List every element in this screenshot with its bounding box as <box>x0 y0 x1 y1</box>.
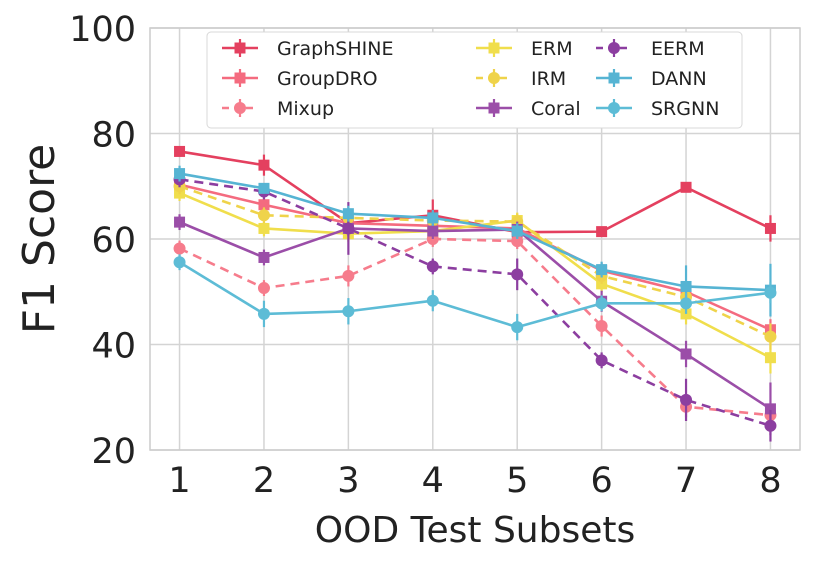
legend-swatch-marker <box>608 72 620 84</box>
y-tick-label: 80 <box>91 116 136 156</box>
x-tick-label: 1 <box>168 461 190 501</box>
series-line <box>179 191 772 359</box>
data-point <box>257 307 270 320</box>
legend-label: Coral <box>531 98 581 120</box>
data-point <box>173 256 186 269</box>
legend-label: ERM <box>531 38 573 60</box>
data-point <box>257 209 270 222</box>
data-point <box>258 251 270 263</box>
data-point <box>764 403 776 415</box>
data-point <box>342 208 354 220</box>
data-point <box>596 226 608 238</box>
data-point <box>427 212 439 224</box>
data-point <box>764 330 777 343</box>
data-point <box>257 282 270 295</box>
data-point <box>174 145 186 157</box>
legend-item: IRM <box>476 68 566 90</box>
x-tick-label: 7 <box>675 461 697 501</box>
legend-box <box>206 31 743 129</box>
series-line <box>179 220 772 410</box>
x-tick-label: 5 <box>506 461 528 501</box>
data-point <box>427 225 439 237</box>
series-line <box>178 237 771 417</box>
data-point <box>173 242 186 255</box>
legend-label: GroupDRO <box>277 68 378 90</box>
data-point <box>595 320 608 333</box>
x-tick-label: 2 <box>253 461 275 501</box>
data-point <box>258 199 270 211</box>
data-point <box>258 222 270 234</box>
series-line <box>179 183 771 331</box>
y-tick-label: 60 <box>91 221 136 261</box>
series-line <box>179 172 771 292</box>
data-point <box>680 297 693 310</box>
data-point <box>680 181 692 193</box>
x-tick-label: 8 <box>759 461 781 501</box>
series-irm <box>173 178 777 350</box>
y-axis-label: F1 Score <box>14 144 65 335</box>
plot-frame <box>149 27 801 451</box>
legend-label: DANN <box>651 68 707 90</box>
data-point <box>342 269 355 282</box>
data-point <box>174 216 186 228</box>
data-point <box>511 225 523 237</box>
x-tick-label: 6 <box>590 461 612 501</box>
x-tick-label: 4 <box>422 461 444 501</box>
legend-item: SRGNN <box>596 98 719 120</box>
series-line <box>179 185 772 338</box>
y-tick-label: 100 <box>69 10 136 50</box>
data-point <box>342 222 355 235</box>
legend-swatch-marker <box>488 102 500 114</box>
data-point <box>426 294 439 307</box>
legend-item: DANN <box>596 68 707 90</box>
series-layer <box>173 145 777 442</box>
series-line <box>178 261 771 329</box>
data-point <box>258 182 270 194</box>
legend-item: ERM <box>476 38 573 60</box>
data-point <box>764 352 776 364</box>
legend-swatch-marker <box>608 102 620 114</box>
series-srgnn <box>173 254 777 341</box>
data-point <box>511 235 524 248</box>
x-tick-label: 3 <box>337 461 359 501</box>
legend-item: GroupDRO <box>222 68 378 90</box>
data-point <box>680 348 692 360</box>
legend-swatch-marker <box>608 42 620 54</box>
legend-item: EERM <box>596 38 705 60</box>
y-tick-label: 20 <box>91 432 136 472</box>
legend-label: IRM <box>531 68 566 90</box>
data-point <box>764 286 777 299</box>
x-axis-label: OOD Test Subsets <box>315 510 635 551</box>
data-point <box>680 280 692 292</box>
data-point <box>426 260 439 273</box>
legend-swatch-marker <box>488 42 500 54</box>
legend-swatch-marker <box>488 72 500 84</box>
legend-label: Mixup <box>277 98 334 120</box>
legend-item: GraphSHINE <box>222 38 393 60</box>
legend-item: Mixup <box>222 98 334 120</box>
legend-swatch-marker <box>234 42 246 54</box>
legend-label: SRGNN <box>651 98 719 120</box>
legend-swatch-marker <box>234 102 246 114</box>
data-point <box>511 321 524 334</box>
data-point <box>511 268 524 281</box>
data-point <box>174 168 186 180</box>
legend: GraphSHINE GroupDRO Mixup ERM IRM Coral EERM DA… <box>206 31 743 129</box>
data-point <box>764 419 777 432</box>
data-point <box>342 305 355 318</box>
data-point <box>680 393 693 406</box>
data-point <box>595 297 608 310</box>
legend-swatch-marker <box>234 72 246 84</box>
axis-ticks: 20 40 60 80 100 1 2 3 4 5 6 7 8 <box>69 10 781 501</box>
legend-label: GraphSHINE <box>277 38 393 60</box>
legend-label: EERM <box>651 38 705 60</box>
y-tick-label: 40 <box>91 327 136 367</box>
legend-item: Coral <box>476 98 581 120</box>
data-point <box>595 354 608 367</box>
data-point <box>764 222 776 234</box>
data-point <box>596 264 608 276</box>
data-point <box>258 159 270 171</box>
